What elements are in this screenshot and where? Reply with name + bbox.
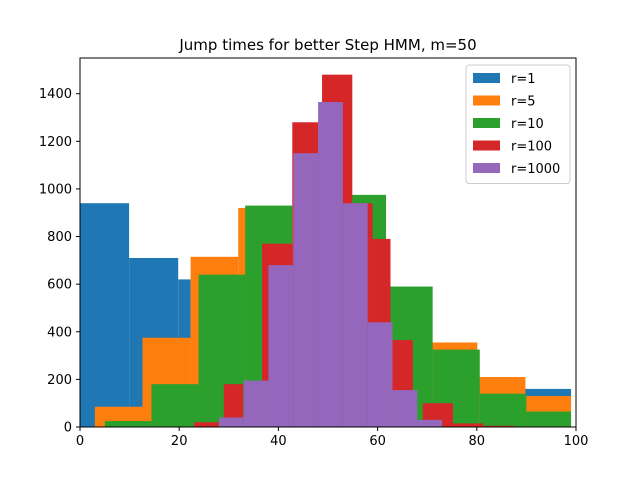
histogram-bar-series-4-bin-8: [417, 419, 443, 427]
x-tick-label: 0: [76, 434, 84, 449]
x-tick-label: 20: [171, 434, 188, 449]
x-tick-label: 80: [469, 434, 486, 449]
y-tick-label: 800: [47, 230, 72, 245]
x-tick-label: 100: [564, 434, 589, 449]
histogram-bar-series-2-bin-1: [151, 384, 199, 427]
x-tick-label: 60: [369, 434, 386, 449]
y-tick-label: 600: [47, 278, 72, 293]
legend-swatch: [473, 163, 500, 173]
histogram-bar-series-3-bin-10: [483, 425, 514, 427]
histogram-bar-series-3-bin-0: [194, 422, 219, 427]
histogram-bar-series-0-bin-0: [80, 203, 130, 427]
legend-box: [465, 64, 571, 184]
y-tick-label: 1200: [39, 135, 72, 150]
y-tick-label: 1000: [39, 182, 72, 197]
histogram-bar-series-4-bin-1: [243, 380, 269, 427]
legend-label: r=10: [511, 117, 544, 132]
plot-frame: [79, 57, 577, 428]
y-tick-label: 400: [47, 325, 72, 340]
histogram-bar-series-4-bin-7: [392, 390, 418, 427]
histogram-bar-series-4-bin-6: [367, 322, 393, 427]
histogram-bar-series-3-bin-1: [223, 384, 244, 427]
y-tick-label: 1400: [39, 87, 72, 102]
legend-label: r=1: [511, 72, 536, 87]
histogram-bar-series-4-bin-5: [342, 203, 368, 427]
legend-swatch: [473, 140, 500, 151]
legend-label: r=1000: [511, 162, 560, 177]
histogram-bar-series-3-bin-9: [452, 423, 484, 427]
legend: r=1 r=5 r=10 r=100 r=1000: [465, 64, 571, 184]
histogram-bar-series-2-bin-7: [479, 393, 527, 427]
legend-swatch: [473, 95, 500, 106]
x-tick-label: 40: [270, 434, 287, 449]
bars-layer: [80, 74, 572, 428]
histogram-bar-series-4-bin-3: [293, 153, 319, 427]
y-tick-label: 200: [47, 373, 72, 388]
histogram-bar-series-4-bin-4: [318, 102, 343, 428]
legend-swatch: [473, 118, 500, 128]
histogram-bar-series-4-bin-0: [218, 417, 244, 427]
chart-title: Jump times for better Step HMM, m=50: [178, 36, 476, 54]
histogram-bar-series-2-bin-0: [104, 421, 152, 427]
y-tick-label: 0: [64, 421, 72, 436]
histogram-bar-series-4-bin-2: [268, 265, 294, 427]
histogram-bar-series-2-bin-8: [526, 411, 572, 427]
legend-swatch: [473, 73, 500, 83]
legend-label: r=100: [511, 140, 552, 155]
legend-label: r=5: [511, 95, 536, 110]
